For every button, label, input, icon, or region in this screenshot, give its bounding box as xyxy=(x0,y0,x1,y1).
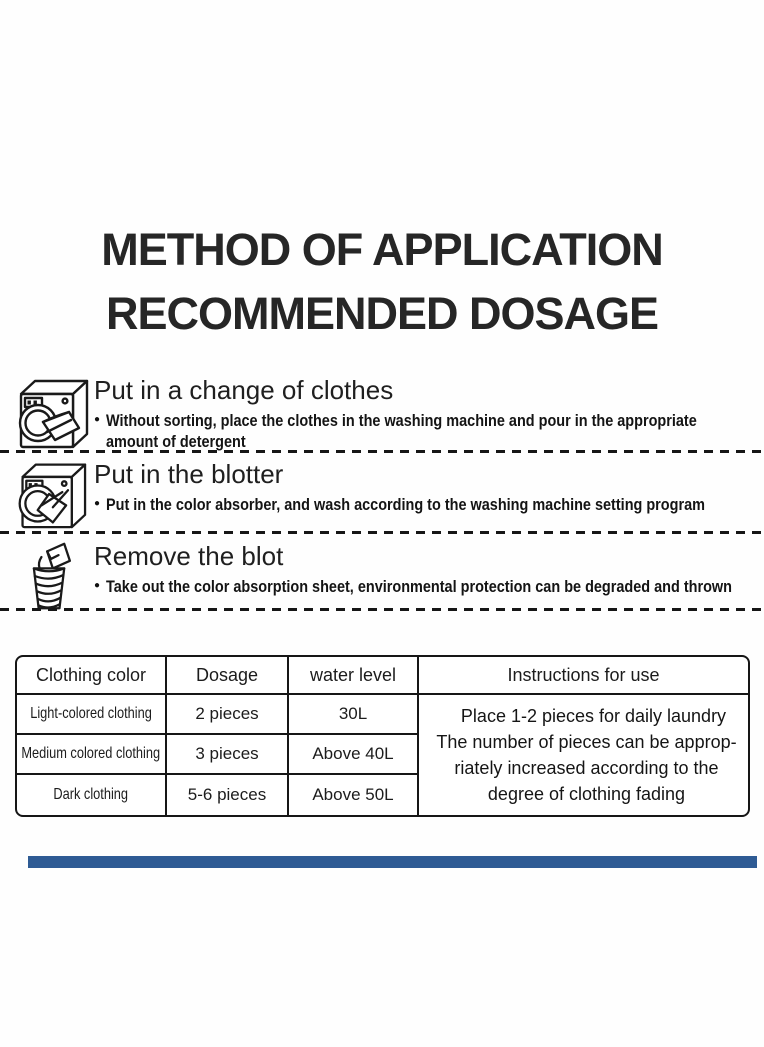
instructions-for-use-cell: Place 1-2 pieces for daily laundry The n… xyxy=(436,706,737,804)
col-header-water-level: water level xyxy=(289,657,419,695)
dashed-divider xyxy=(0,450,764,453)
step-detail: Put in the color absorber, and wash acco… xyxy=(106,494,706,514)
accent-bar xyxy=(28,856,757,868)
dashed-divider xyxy=(0,608,764,611)
step-remove-blot: Remove the blot ● Take out the color abs… xyxy=(6,540,758,612)
washing-machine-absorber-icon xyxy=(6,458,94,530)
table-row-medium-dosage: 3 pieces xyxy=(167,735,289,775)
table-row-medium-water-level: Above 40L xyxy=(289,735,419,775)
step-heading: Put in the blotter xyxy=(94,459,284,489)
table-row-medium-clothing-color: Medium colored clothing xyxy=(17,735,167,775)
dashed-divider xyxy=(0,531,764,534)
title-line-2: RECOMMENDED DOSAGE xyxy=(105,288,659,339)
table-row-light-clothing-color: Light-colored clothing xyxy=(17,695,167,735)
washing-machine-clothes-icon xyxy=(6,374,94,450)
bullet-icon: ● xyxy=(94,413,101,425)
step-detail: Without sorting, place the clothes in th… xyxy=(106,410,697,451)
step-put-in-clothes: Put in a change of clothes ● Without sor… xyxy=(6,374,758,452)
dosage-table: Clothing color Dosage water level Instru… xyxy=(15,655,750,817)
step-put-in-blotter: Put in the blotter ● Put in the color ab… xyxy=(6,458,758,530)
col-header-clothing-color: Clothing color xyxy=(17,657,167,695)
table-row-dark-clothing-color: Dark clothing xyxy=(17,775,167,815)
table-row-light-water-level: 30L xyxy=(289,695,419,735)
col-header-dosage: Dosage xyxy=(167,657,289,695)
waste-basket-icon xyxy=(6,540,94,612)
step-detail: Take out the color absorption sheet, env… xyxy=(106,576,733,596)
page-title: METHOD OF APPLICATION RECOMMENDED DOSAGE xyxy=(0,218,764,346)
table-row-dark-water-level: Above 50L xyxy=(289,775,419,815)
step-heading: Remove the blot xyxy=(94,541,284,571)
bullet-icon: ● xyxy=(94,497,101,509)
bullet-icon: ● xyxy=(94,579,101,591)
title-line-1: METHOD OF APPLICATION xyxy=(101,224,663,275)
table-row-light-dosage: 2 pieces xyxy=(167,695,289,735)
step-heading: Put in a change of clothes xyxy=(94,375,394,405)
col-header-instructions: Instructions for use xyxy=(419,657,748,695)
table-row-dark-dosage: 5-6 pieces xyxy=(167,775,289,815)
